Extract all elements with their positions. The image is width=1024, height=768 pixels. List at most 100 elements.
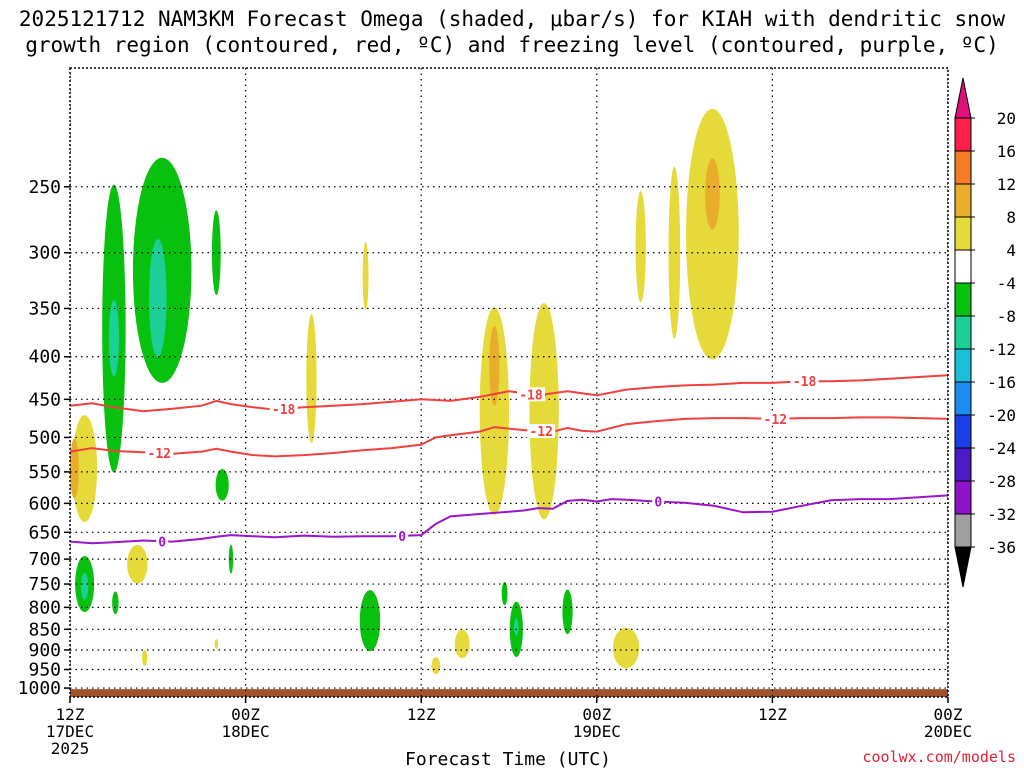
omega-region-21: [362, 242, 369, 311]
omega-region-20: [306, 314, 317, 444]
colorbar-label-0: 20: [997, 109, 1016, 128]
dgz-contour-m12-label-bg-1: [527, 424, 556, 439]
colorbar-swatch-10: [954, 447, 972, 482]
y-tick-label-750: 750: [28, 574, 61, 595]
omega-region-13: [514, 618, 519, 636]
omega-region-10: [359, 590, 381, 652]
omega-region-25: [454, 629, 470, 659]
colorbar-swatch-11: [954, 480, 972, 515]
y-tick-label-700: 700: [28, 549, 61, 570]
x-tick-label-60-0: 00Z: [934, 705, 963, 724]
dgz-contour-m12-label-1: -12: [529, 425, 552, 440]
colorbar-swatch-1: [954, 150, 972, 185]
freezing-level-contour-label-bg-1: [396, 528, 409, 543]
y-tick-label-550: 550: [28, 462, 61, 483]
colorbar-swatch-6: [954, 315, 972, 350]
plot-frame: [69, 67, 949, 698]
freezing-level-contour-label-1: 0: [398, 530, 406, 545]
colorbar-swatch-0: [954, 117, 972, 152]
colorbar-bottom-arrow: [954, 546, 972, 588]
omega-region-16: [70, 438, 79, 499]
plot-clip-group: -18 -18 -18 -12 -12 -12 0 0 0: [70, 68, 948, 697]
colorbar-swatch-7: [954, 348, 972, 383]
omega-region-14: [562, 589, 573, 635]
colorbar-label-6: -8: [997, 307, 1016, 326]
dgz-contour-m12-label-2: -12: [764, 413, 787, 428]
freezing-level-contour-label-bg-0: [156, 534, 169, 549]
x-axis-label: Forecast Time (UTC): [405, 749, 611, 768]
dgz-contour-m12-line: [70, 416, 948, 458]
y-tick-label-250: 250: [28, 177, 61, 198]
x-tick-label-12-0: 00Z: [231, 705, 260, 724]
omega-region-28: [635, 191, 646, 303]
dgz-contour-m12-label-0: -12: [148, 447, 171, 462]
freezing-level-contour-label-0: 0: [158, 535, 166, 550]
colorbar-swatch-9: [954, 414, 972, 449]
y-tick-label-400: 400: [28, 347, 61, 368]
y-tick-label-800: 800: [28, 597, 61, 618]
colorbar-label-2: 12: [997, 175, 1016, 194]
omega-region-8: [80, 573, 89, 600]
x-tick-label-24-0: 12Z: [407, 705, 436, 724]
colorbar-top-arrow: [954, 77, 972, 119]
colorbar-label-10: -24: [987, 439, 1016, 458]
x-tick-label-0-0: 12Z: [56, 705, 85, 724]
y-tick-label-350: 350: [28, 298, 61, 319]
y-tick-label-1000: 1000: [18, 678, 61, 699]
chart-title-line-2: growth region (contoured, red, ºC) and f…: [25, 33, 999, 57]
y-tick-label-500: 500: [28, 427, 61, 448]
colorbar-label-12: -32: [987, 505, 1016, 524]
site-credit: coolwx.com/models: [862, 748, 1016, 766]
chart-title-line-1: 2025121712 NAM3KM Forecast Omega (shaded…: [18, 7, 1006, 31]
colorbar-swatch-8: [954, 381, 972, 416]
x-tick-label-0-1: 17DEC: [46, 722, 94, 741]
omega-region-27: [612, 627, 640, 669]
dgz-contour-m18-label-1: -18: [519, 388, 543, 403]
omega-region-29: [668, 166, 681, 339]
freezing-level-contour-line: [70, 494, 948, 545]
omega-region-30: [686, 108, 739, 360]
y-tick-label-850: 850: [28, 619, 61, 640]
colorbar-label-5: -4: [997, 274, 1016, 293]
colorbar-swatch-3: [954, 216, 972, 251]
dgz-contour-m18-label-bg-0: [269, 401, 298, 416]
omega-region-17: [127, 544, 148, 584]
omega-region-22: [479, 307, 509, 516]
y-tick-label-600: 600: [28, 493, 61, 514]
colorbar: 20 16 12 8 4 -4 -8 -12 -16 -20 -24 -28 -32 -36: [954, 77, 1016, 588]
dgz-contour-m18-label-2: -18: [793, 375, 817, 390]
dgz-contour-m18-label-bg-1: [516, 387, 545, 402]
dgz-contour-m18-label-0: -18: [272, 403, 296, 418]
dgz-contour-m12-label-bg-2: [761, 411, 790, 426]
omega-region-11: [501, 581, 508, 606]
omega-region-24: [529, 303, 559, 520]
colorbar-label-8: -16: [987, 373, 1016, 392]
colorbar-swatch-4: [954, 249, 972, 284]
y-tick-label-650: 650: [28, 522, 61, 543]
omega-region-31: [705, 158, 720, 230]
colorbar-label-4: 4: [1006, 241, 1016, 260]
omega-region-26: [431, 657, 441, 675]
colorbar-label-7: -12: [987, 340, 1016, 359]
x-tick-label-60-1: 20DEC: [924, 722, 972, 741]
colorbar-label-3: 8: [1006, 208, 1016, 227]
omega-region-18: [141, 650, 148, 666]
y-tick-label-450: 450: [28, 389, 61, 410]
freezing-level-contour-label-bg-2: [652, 494, 665, 509]
colorbar-swatch-5: [954, 282, 972, 317]
freezing-level-contour-label-2: 0: [654, 496, 662, 511]
omega-region-19: [214, 638, 219, 649]
colorbar-label-9: -20: [987, 406, 1016, 425]
y-tick-label-950: 950: [28, 660, 61, 681]
x-tick-label-36-1: 19DEC: [573, 722, 621, 741]
surface-band: [70, 689, 948, 697]
x-tick-label-48-0: 12Z: [758, 705, 787, 724]
omega-region-23: [489, 325, 500, 406]
omega-region-5: [215, 468, 229, 501]
omega-region-3: [149, 238, 167, 357]
omega-region-15: [72, 415, 98, 523]
colorbar-label-11: -28: [987, 472, 1016, 491]
y-tick-label-300: 300: [28, 243, 61, 264]
